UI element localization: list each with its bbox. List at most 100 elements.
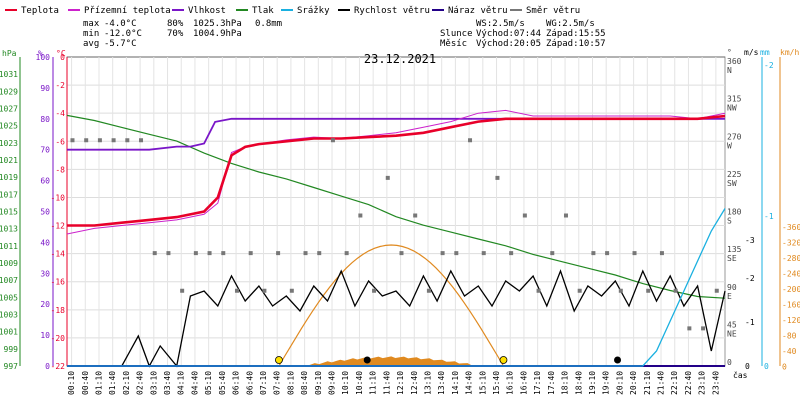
direction-tick-name: S	[727, 217, 732, 226]
direction-tick-name: SE	[727, 254, 737, 263]
ms-tick-label: -2	[745, 274, 755, 283]
ms-tick-label: 0	[745, 362, 750, 371]
temp-tick-label: -10	[51, 193, 66, 202]
humidity-tick-label: 60	[40, 177, 50, 186]
unit-time: čas	[733, 370, 748, 380]
moonrise-marker	[614, 356, 622, 364]
x-tick-label: 12:10	[396, 371, 405, 395]
x-tick-label: 20:10	[615, 371, 624, 395]
x-tick-label: 04:10	[177, 371, 186, 395]
pressure-tick-label: 1029	[0, 87, 18, 96]
stat-max-precip: 0.8mm	[255, 19, 282, 29]
direction-point	[701, 326, 706, 331]
direction-point	[303, 251, 308, 256]
x-tick-label: 06:40	[245, 371, 254, 395]
temp-tick-label: -18	[51, 306, 66, 315]
temp-tick-label: -16	[51, 278, 66, 287]
stat-max-temp: -4.0°C	[104, 19, 137, 29]
direction-point	[495, 175, 500, 180]
legend-label: Tlak	[252, 6, 274, 16]
x-tick-label: 19:40	[602, 371, 611, 395]
x-tick-label: 07:10	[259, 371, 268, 395]
wind-speed-line	[67, 269, 726, 368]
stat-avg-temp: -5.7°C	[104, 39, 137, 49]
x-tick-label: 21:10	[643, 371, 652, 395]
x-tick-label: 03:40	[163, 371, 172, 395]
pressure-tick-label: 1027	[0, 105, 18, 114]
stat-min-temp: -12.0°C	[104, 29, 142, 39]
direction-tick-value: 180	[727, 208, 742, 217]
direction-point	[152, 251, 157, 256]
marks-layer	[70, 138, 719, 364]
x-tick-label: 01:40	[108, 371, 117, 395]
kmh-tick-label: -200	[782, 285, 800, 294]
ms-tick-label: -1	[745, 318, 755, 327]
grid	[67, 56, 725, 367]
direction-point	[673, 288, 678, 293]
radiation-area	[306, 356, 477, 366]
x-tick-label: 13:10	[423, 371, 432, 395]
legend-label: Srážky	[297, 6, 330, 16]
direction-tick-value: 360	[727, 57, 742, 66]
x-tick-label: 09:10	[314, 371, 323, 395]
kmh-tick-label: -160	[782, 301, 800, 310]
axes: 00:10 00:40 01:10 01:40 02:10 02:40 03:10 03:40…	[0, 48, 800, 395]
direction-tick-value: 225	[727, 170, 742, 179]
kmh-tick-label: -80	[782, 332, 797, 341]
x-tick-label: 00:10	[67, 371, 76, 395]
x-tick-label: 19:10	[588, 371, 597, 395]
direction-point	[659, 251, 664, 256]
chart-title: 23.12.2021	[364, 52, 436, 66]
x-tick-label: 15:10	[478, 371, 487, 395]
kmh-tick-label: -280	[782, 254, 800, 263]
direction-point	[413, 213, 418, 218]
x-tick-label: 14:10	[451, 371, 460, 395]
direction-point	[509, 251, 514, 256]
direction-point	[317, 251, 322, 256]
legend-label: Rychlost větru	[354, 6, 430, 16]
pressure-tick-label: 997	[4, 362, 19, 371]
x-tick-label: 16:40	[519, 371, 528, 395]
unit-kmh: km/h	[780, 48, 799, 57]
x-tick-label: 00:40	[81, 371, 90, 395]
direction-point	[468, 138, 473, 143]
direction-point	[591, 251, 596, 256]
pressure-tick-label: 1019	[0, 173, 18, 182]
direction-point	[166, 251, 171, 256]
direction-point	[289, 288, 294, 293]
x-tick-label: 23:40	[711, 371, 720, 395]
pressure-tick-label: 1009	[0, 259, 18, 268]
legend: Teplota Přízemní teplota Vlhkost Tlak Srážky…	[5, 6, 580, 16]
pressure-tick-label: 999	[4, 345, 19, 354]
precip-tick-label: -1	[764, 212, 774, 221]
unit-mm: mm	[760, 48, 770, 57]
legend-label: Vlhkost	[188, 6, 226, 16]
kmh-tick-label: -40	[782, 347, 797, 356]
direction-tick-value: 270	[727, 132, 742, 141]
direction-point	[139, 138, 144, 143]
x-tick-label: 21:40	[657, 371, 666, 395]
direction-point	[262, 288, 267, 293]
ms-tick-label: -3	[745, 236, 755, 245]
temp-tick-label: 0	[60, 53, 65, 62]
kmh-tick-label: -320	[782, 239, 800, 248]
humidity-tick-label: 10	[40, 331, 50, 340]
stat-min-hum: 70%	[167, 29, 184, 39]
temp-tick-label: -14	[51, 250, 66, 259]
x-tick-label: 08:40	[300, 371, 309, 395]
x-tick-label: 14:40	[465, 371, 474, 395]
x-tick-label: 11:10	[369, 371, 378, 395]
precipitation-line	[67, 208, 726, 367]
pressure-tick-label: 1013	[0, 225, 18, 234]
x-tick-label: 17:10	[533, 371, 542, 395]
unit-ms: m/s	[744, 48, 759, 57]
pressure-tick-label: 1003	[0, 311, 18, 320]
legend-label: Přízemní teplota	[84, 6, 171, 16]
direction-tick-value: 0	[727, 358, 732, 367]
direction-point	[344, 251, 349, 256]
x-tick-label: 16:10	[506, 371, 515, 395]
unit-hpa: hPa	[2, 49, 17, 58]
direction-point	[563, 213, 568, 218]
direction-tick-value: 315	[727, 95, 742, 104]
direction-point	[97, 138, 102, 143]
